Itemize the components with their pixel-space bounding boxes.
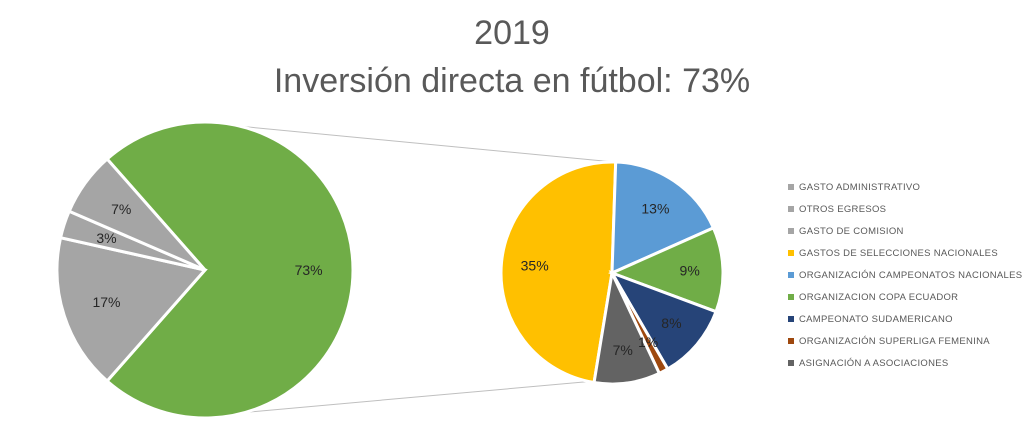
pie2-data-label-4: 1%: [638, 334, 658, 350]
legend-swatch: [788, 316, 794, 322]
legend-label: ORGANIZACIÓN SUPERLIGA FEMENINA: [799, 335, 990, 347]
legend-item: GASTO ADMINISTRATIVO: [788, 176, 1022, 198]
pie2-slice-5: [592, 267, 662, 386]
legend-swatch: [788, 272, 794, 278]
pie1-data-label-3: 7%: [111, 201, 131, 217]
pie2-data-label-5: 7%: [613, 342, 633, 358]
legend-item: GASTOS DE SELECCIONES NACIONALES: [788, 242, 1022, 264]
pie1-slice-1: [55, 235, 208, 384]
legend-swatch: [788, 228, 794, 234]
connector-lines: [226, 124, 615, 415]
legend-label: GASTO DE COMISION: [799, 225, 904, 237]
legend-item: ORGANIZACIÓN SUPERLIGA FEMENINA: [788, 330, 1022, 352]
pie1-data-label-1: 17%: [92, 294, 120, 310]
legend-label: ASIGNACIÓN A ASOCIACIONES: [799, 357, 949, 369]
legend-label: GASTO ADMINISTRATIVO: [799, 181, 921, 193]
legend-item: OTROS EGRESOS: [788, 198, 1022, 220]
connector-line-1: [226, 379, 607, 415]
pie2-slice-2: [608, 225, 725, 314]
legend-item: ORGANIZACIÓN CAMPEONATOS NACIONALES: [788, 264, 1022, 286]
pie2-data-label-3: 8%: [661, 315, 681, 331]
legend-label: CAMPEONATO SUDAMERICANO: [799, 313, 953, 325]
legend-item: ASIGNACIÓN A ASOCIACIONES: [788, 352, 1022, 374]
legend-label: OTROS EGRESOS: [799, 203, 887, 215]
chart-title: 2019: [474, 14, 550, 52]
legend-item: GASTO DE COMISION: [788, 220, 1022, 242]
legend-swatch: [788, 294, 794, 300]
pie2-data-label-0: 35%: [521, 257, 549, 273]
pie2-data-label-2: 9%: [680, 263, 700, 279]
legend-label: ORGANIZACION COPA ECUADOR: [799, 291, 959, 303]
legend-swatch: [788, 250, 794, 256]
legend-label: ORGANIZACIÓN CAMPEONATOS NACIONALES: [799, 269, 1023, 281]
legend-swatch: [788, 206, 794, 212]
pie1-data-label-2: 3%: [96, 230, 116, 246]
pie2-data-label-1: 13%: [641, 201, 669, 217]
connector-line-0: [226, 124, 615, 163]
pie1-slice-0: [105, 120, 355, 420]
legend-label: GASTOS DE SELECCIONES NACIONALES: [799, 247, 998, 259]
pie2-slice-0: [499, 160, 618, 385]
legend: GASTO ADMINISTRATIVO OTROS EGRESOS GASTO D…: [788, 176, 1022, 374]
legend-swatch: [788, 338, 794, 344]
pie2-slice-1: [610, 160, 716, 276]
legend-swatch: [788, 360, 794, 366]
legend-item: ORGANIZACION COPA ECUADOR: [788, 286, 1022, 308]
pie1-data-label-0: 73%: [295, 262, 323, 278]
chart-subtitle: Inversión directa en fútbol: 73%: [273, 62, 751, 100]
legend-item: CAMPEONATO SUDAMERICANO: [788, 308, 1022, 330]
legend-swatch: [788, 184, 794, 190]
pie1-slice-3: [67, 156, 207, 272]
